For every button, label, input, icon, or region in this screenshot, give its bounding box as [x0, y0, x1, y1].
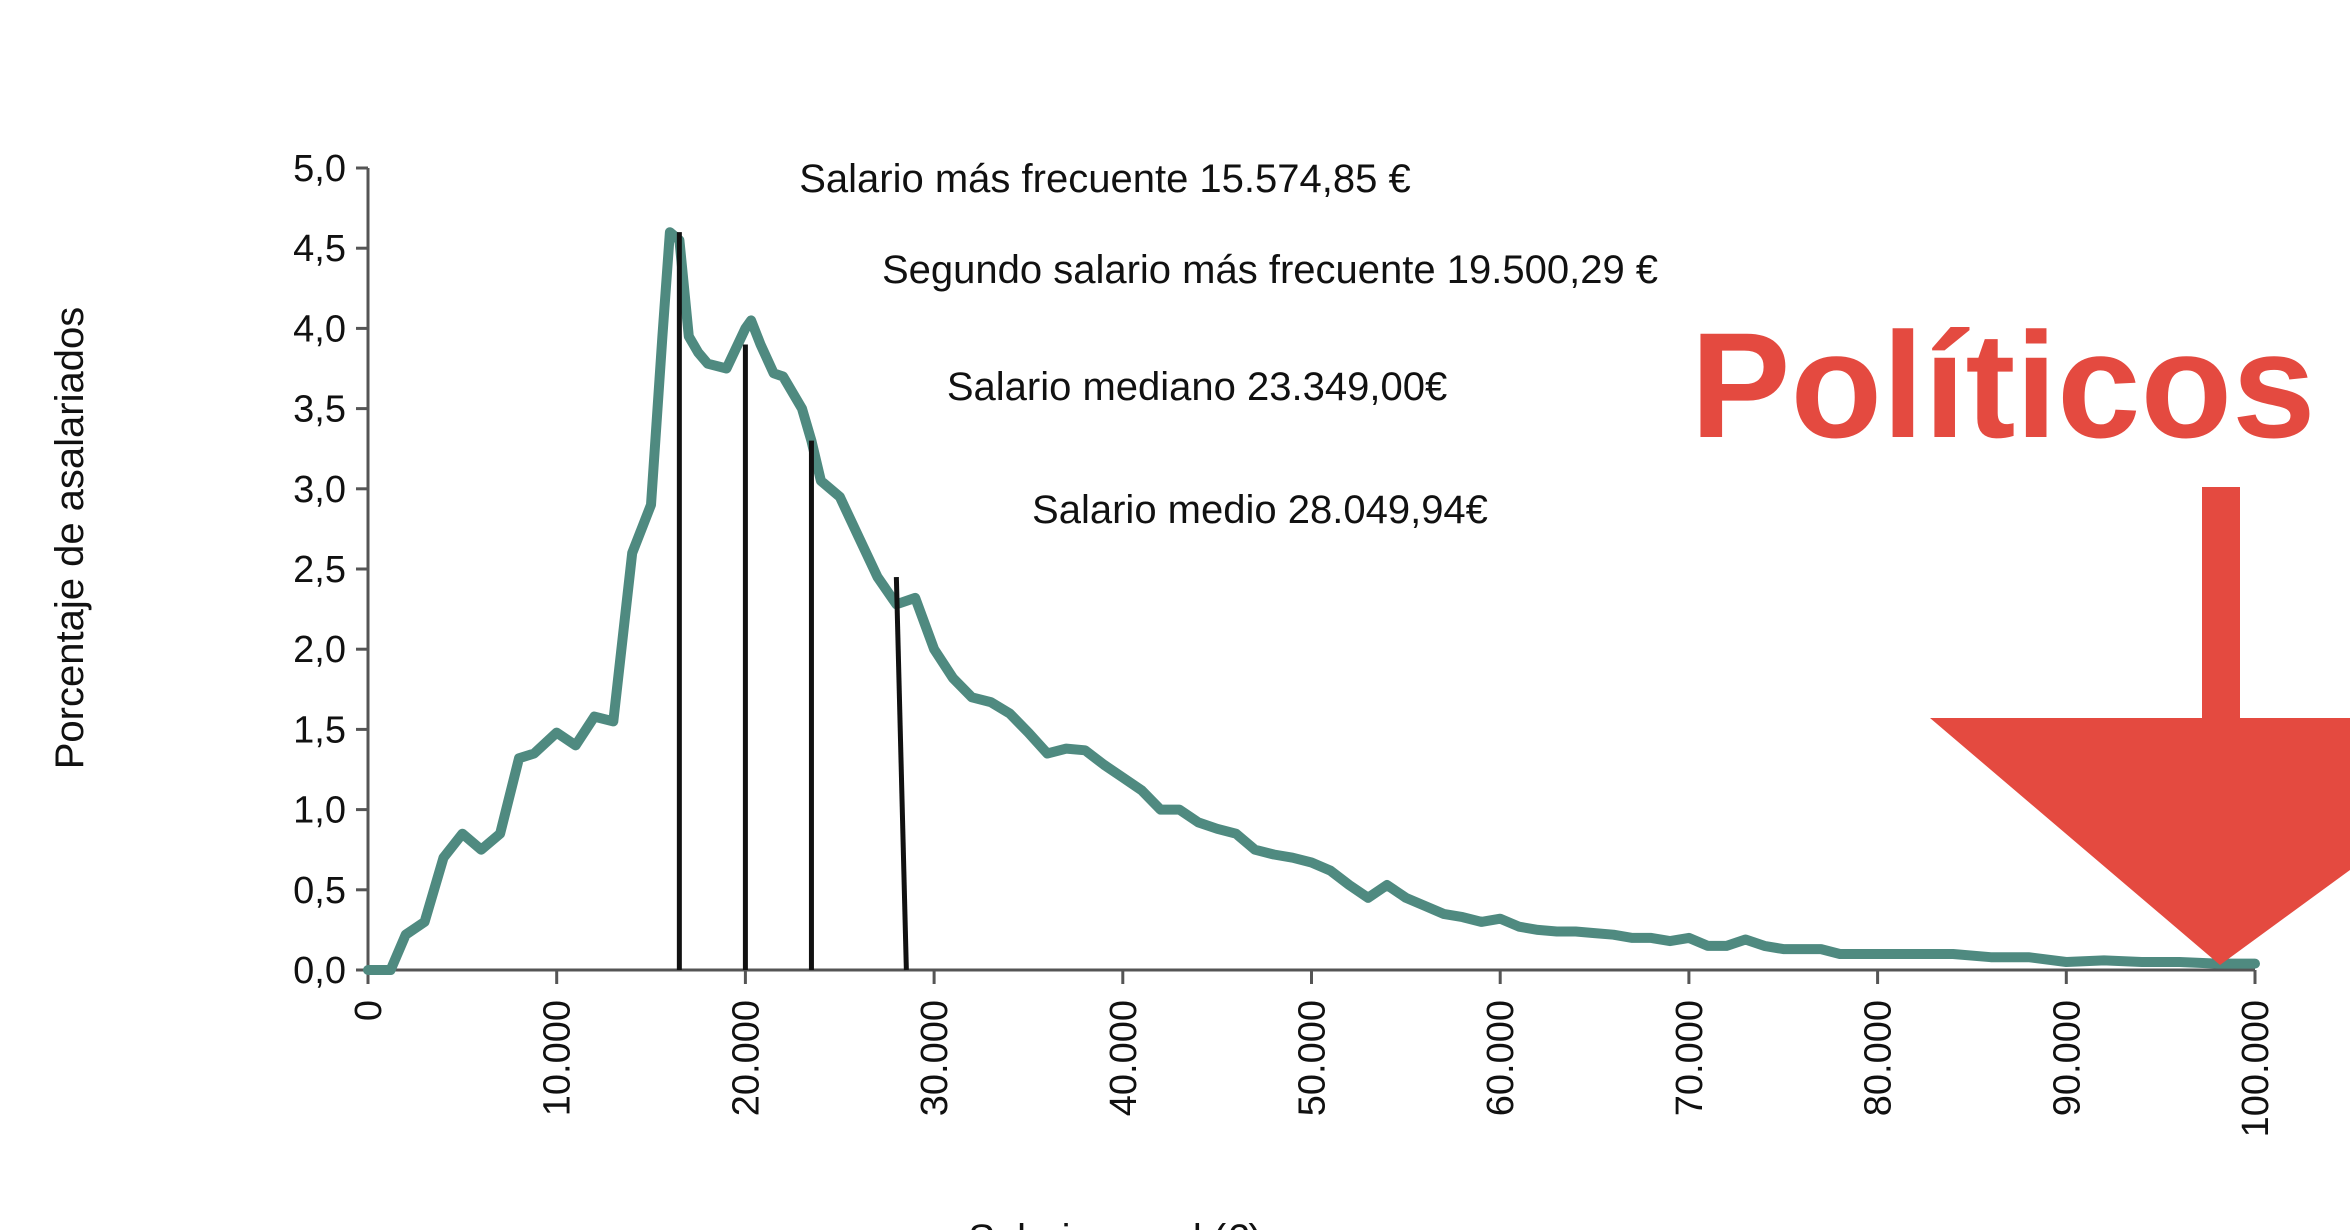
y-tick-label: 2,5 — [293, 549, 346, 591]
marker-annotation: Salario medio 28.049,94€ — [1032, 488, 1488, 532]
marker-annotation: Salario mediano 23.349,00€ — [947, 365, 1447, 409]
x-tick-label: 20.000 — [725, 1000, 767, 1116]
politicos-title: Políticos — [1690, 301, 2315, 469]
y-tick-label: 0,0 — [293, 950, 346, 992]
y-tick-label: 4,0 — [293, 308, 346, 350]
salary-distribution-line — [363, 227, 2260, 975]
y-tick-label: 5,0 — [293, 148, 346, 190]
annotations: Salario más frecuente 15.574,85 € Segundo… — [799, 157, 1658, 532]
y-tick-label: 0,5 — [293, 870, 346, 912]
x-tick-label: 90.000 — [2046, 1000, 2088, 1116]
y-tick-label: 3,0 — [293, 469, 346, 511]
x-axis-ticks: 0 10.000 20.000 30.000 40.000 50.000 60.000 70.… — [348, 970, 2277, 1137]
y-tick-label: 1,5 — [293, 709, 346, 751]
y-tick-label: 1,0 — [293, 790, 346, 832]
y-tick-label: 3,5 — [293, 389, 346, 431]
x-tick-label: 80.000 — [1858, 1000, 1900, 1116]
marker-lines — [676, 232, 909, 971]
y-tick-label: 4,5 — [293, 228, 346, 270]
x-tick-label: 50.000 — [1292, 1000, 1334, 1116]
down-arrow-icon — [1930, 487, 2350, 965]
x-tick-label: 70.000 — [1669, 1000, 1711, 1116]
x-tick-label: 100.000 — [2235, 1000, 2277, 1137]
y-tick-label: 2,0 — [293, 629, 346, 671]
marker-annotation: Salario más frecuente 15.574,85 € — [799, 157, 1411, 201]
marker-annotation: Segundo salario más frecuente 19.500,29 … — [882, 248, 1658, 292]
x-tick-label: 0 — [348, 1000, 390, 1021]
x-tick-label: 10.000 — [537, 1000, 579, 1116]
marker-line — [893, 576, 909, 971]
x-tick-label: 40.000 — [1103, 1000, 1145, 1116]
y-axis-ticks: 0,0 0,5 1,0 1,5 2,0 2,5 3,0 3,5 4,0 4,5 5,0 — [293, 148, 368, 992]
x-axis-title: Salario anual (€) — [968, 1217, 1262, 1230]
y-axis-title: Porcentaje de asalariados — [48, 307, 92, 770]
x-tick-label: 30.000 — [914, 1000, 956, 1116]
x-tick-label: 60.000 — [1480, 1000, 1522, 1116]
